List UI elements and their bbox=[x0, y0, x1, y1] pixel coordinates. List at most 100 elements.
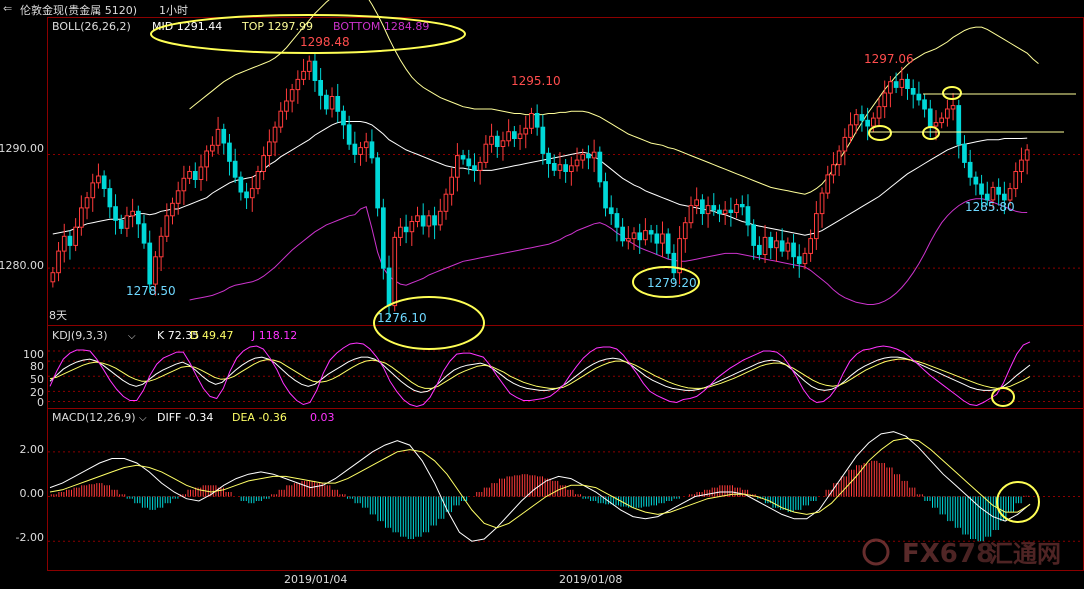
candle-body bbox=[939, 117, 944, 124]
candle-body bbox=[865, 119, 870, 127]
candle-body bbox=[67, 235, 73, 246]
boll-top-label: TOP 1297.99 bbox=[241, 20, 313, 33]
candle-body bbox=[876, 106, 882, 119]
candle-body bbox=[569, 165, 574, 173]
candle-body bbox=[774, 240, 779, 249]
highlight-ellipse bbox=[150, 14, 466, 54]
period-selector[interactable]: 1小时 bbox=[159, 4, 188, 17]
candle-body bbox=[483, 143, 489, 163]
candle-body bbox=[306, 60, 312, 72]
candle-body bbox=[386, 267, 392, 307]
candle-body bbox=[455, 155, 460, 178]
candle-body bbox=[626, 238, 631, 242]
price-annotation: 1297.06 bbox=[864, 52, 914, 66]
candle-body bbox=[341, 110, 346, 126]
candle-body bbox=[984, 193, 990, 201]
candle-body bbox=[836, 150, 842, 166]
candle-body bbox=[295, 78, 301, 91]
candle-body bbox=[757, 244, 762, 255]
instrument-title[interactable]: 伦敦金现(贵金属 5120) bbox=[20, 4, 138, 17]
candle-body bbox=[244, 191, 249, 199]
kdj-tick-label: 0 bbox=[37, 396, 44, 409]
highlight-ellipse bbox=[991, 387, 1015, 407]
candle-body bbox=[620, 226, 625, 242]
candle-body bbox=[443, 193, 449, 212]
candle-body bbox=[466, 158, 472, 167]
candle-body bbox=[358, 147, 363, 155]
candle-body bbox=[563, 164, 568, 172]
candle-body bbox=[204, 150, 210, 168]
period-count-label: 8天 bbox=[49, 309, 67, 322]
candle-body bbox=[1002, 193, 1007, 201]
candle-body bbox=[56, 250, 61, 274]
boll-lines bbox=[52, 0, 1039, 305]
highlight-ellipse bbox=[868, 125, 892, 141]
candle-body bbox=[831, 164, 836, 176]
chevron-down-icon[interactable]: ⌵ bbox=[128, 331, 136, 342]
candle-body bbox=[96, 175, 101, 184]
kdj-k-line bbox=[49, 356, 1031, 393]
boll-indicator-label[interactable]: BOLL(26,26,2) bbox=[52, 20, 131, 33]
x-tick-label: 2019/01/04 bbox=[284, 573, 347, 586]
candle-body bbox=[460, 155, 466, 160]
candle-body bbox=[158, 235, 164, 258]
chevron-down-icon[interactable]: ⌵ bbox=[139, 413, 147, 424]
candle-body bbox=[210, 144, 215, 152]
candle-body bbox=[796, 256, 802, 265]
candle-body bbox=[688, 205, 694, 224]
candle-body bbox=[375, 157, 380, 209]
candle-body bbox=[61, 235, 67, 252]
kdj-tick-label: 80 bbox=[30, 360, 44, 373]
boll-mid-label: MID 1291.44 bbox=[152, 20, 222, 33]
candle-body bbox=[50, 272, 56, 283]
candle-body bbox=[449, 176, 454, 195]
kdj-tick-label: 20 bbox=[30, 386, 44, 399]
candle-body bbox=[979, 183, 984, 195]
candle-body bbox=[318, 80, 323, 96]
candle-body bbox=[734, 204, 739, 213]
candle-body bbox=[791, 242, 796, 258]
candle-body bbox=[255, 171, 261, 190]
kdj-j-label: J 118.12 bbox=[251, 329, 297, 342]
candle-body bbox=[745, 206, 751, 226]
macd-indicator-label[interactable]: MACD(12,26,9) bbox=[52, 411, 136, 424]
candle-body bbox=[705, 205, 711, 215]
candle-body bbox=[990, 186, 996, 201]
candle-body bbox=[523, 127, 529, 135]
kdj-d-label: D 49.47 bbox=[190, 329, 233, 342]
candle-body bbox=[580, 153, 586, 161]
price-annotation: 1278.50 bbox=[126, 284, 176, 298]
candle-body bbox=[728, 209, 734, 213]
candle-body bbox=[814, 213, 819, 240]
candle-body bbox=[398, 226, 403, 238]
candle-body bbox=[170, 202, 175, 217]
candle-body bbox=[352, 143, 358, 155]
candle-body bbox=[512, 131, 517, 139]
candle-body bbox=[739, 204, 745, 208]
candle-body bbox=[768, 236, 774, 249]
candle-body bbox=[432, 215, 437, 226]
candle-body bbox=[136, 210, 141, 225]
kdj-indicator-label[interactable]: KDJ(9,3,3) bbox=[52, 329, 108, 342]
watermark-cn: 汇通网 bbox=[989, 540, 1061, 568]
highlight-ellipse bbox=[996, 481, 1040, 523]
macd-diff-label: DIFF -0.34 bbox=[157, 411, 213, 424]
highlight-ellipse bbox=[632, 266, 700, 298]
macd-lines bbox=[49, 431, 1031, 542]
macd-tick-label: -2.00 bbox=[16, 531, 44, 544]
candle-body bbox=[665, 233, 671, 254]
candle-body bbox=[643, 230, 648, 241]
candles bbox=[50, 52, 1030, 320]
back-arrow-icon[interactable]: ⇐ bbox=[3, 2, 13, 15]
boll-bottom-line bbox=[189, 198, 1028, 305]
candle-body bbox=[722, 209, 728, 215]
macd-histogram bbox=[50, 460, 1030, 542]
candle-body bbox=[363, 141, 369, 149]
candle-body bbox=[187, 171, 192, 179]
candle-body bbox=[825, 174, 831, 194]
kdj-j-line bbox=[49, 341, 1031, 408]
candle-body bbox=[130, 210, 136, 217]
candle-body bbox=[654, 233, 660, 244]
highlight-ellipse bbox=[942, 86, 962, 100]
